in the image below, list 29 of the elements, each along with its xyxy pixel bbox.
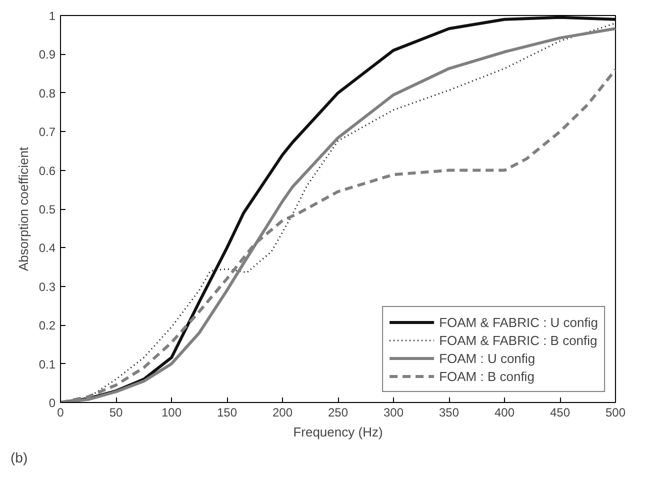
y-tick-label: 0.5 [38,202,56,216]
y-tick-label: 0.3 [38,280,56,294]
x-tick-label: 100 [161,406,182,420]
x-tick-label: 200 [272,406,293,420]
x-tick-label: 450 [550,406,570,420]
x-tick-label: 50 [109,406,123,420]
y-tick-label: 1 [48,9,56,23]
x-tick-label: 350 [438,406,460,420]
y-tick-label: 0.2 [38,318,56,333]
y-tick-label: 0.7 [38,125,56,140]
y-tick-label: 0 [48,396,56,410]
text: (b) [10,450,28,466]
x-axis-title: Frequency (Hz) [293,424,383,440]
legend-label: FOAM : U config [439,350,536,367]
x-tick-label: 400 [494,406,515,420]
x-tick-label: 500 [605,406,626,420]
x-tick-label: 150 [216,406,238,420]
x-tick-label: 300 [383,406,404,420]
y-tick-label: 0.1 [38,357,56,372]
legend-label: FOAM & FABRIC : U config [439,314,598,331]
x-tick-label: 0 [57,406,64,420]
y-tick-label: 0.8 [38,86,56,100]
y-tick-label: 0.6 [38,164,56,178]
legend-label: FOAM : B config [439,368,534,385]
y-tick-label: 0.9 [38,48,56,62]
y-tick-label: 0.4 [38,241,56,256]
legend-label: FOAM & FABRIC : B config [439,332,598,349]
x-tick-label: 250 [328,406,348,420]
y-axis-title: Absorption coefficient [16,146,31,272]
